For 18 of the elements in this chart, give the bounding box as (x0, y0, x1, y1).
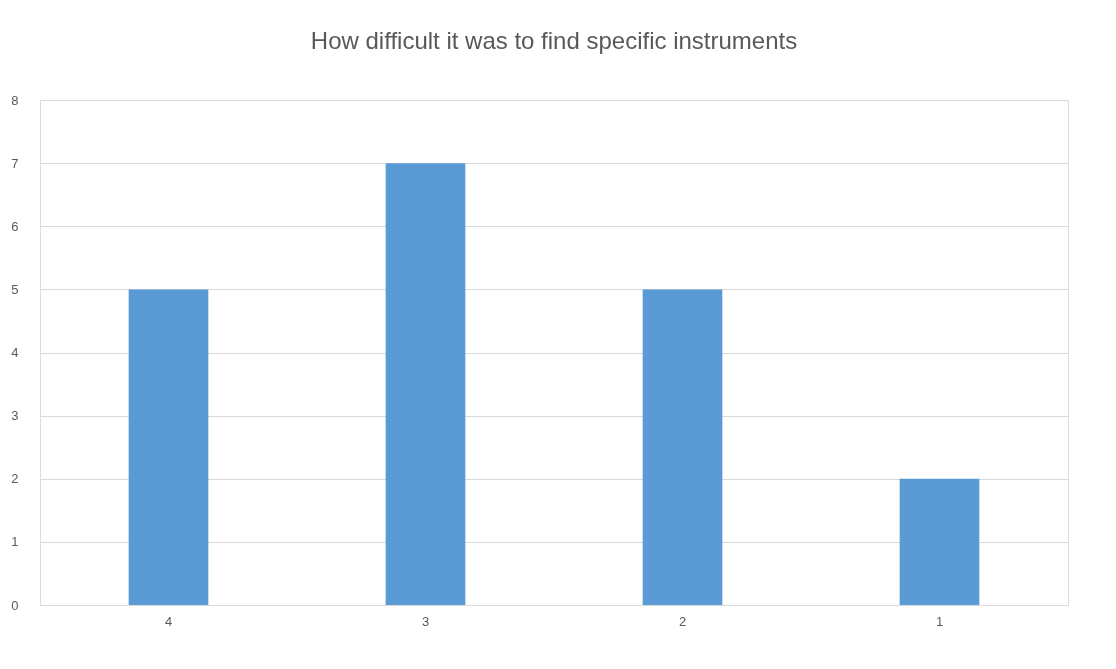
x-tick-label: 2 (678, 613, 687, 629)
chart-title: How difficult it was to find specific instruments (310, 27, 798, 54)
y-tick-label: 1 (11, 534, 19, 550)
bar (385, 163, 466, 605)
y-tick-label: 6 (11, 218, 19, 234)
bar (128, 289, 209, 605)
y-tick-label: 5 (11, 281, 19, 297)
x-tick-label: 1 (935, 613, 944, 629)
y-tick-label: 4 (11, 345, 19, 360)
y-tick-label: 3 (11, 408, 19, 424)
y-tick-label: 0 (11, 597, 19, 613)
x-tick-label: 4 (164, 613, 173, 629)
bar (642, 289, 723, 605)
bar (899, 478, 980, 605)
y-tick-label: 8 (11, 92, 19, 108)
y-tick-label: 7 (11, 155, 19, 171)
x-tick-label: 3 (421, 613, 430, 629)
y-tick-label: 2 (11, 471, 19, 487)
